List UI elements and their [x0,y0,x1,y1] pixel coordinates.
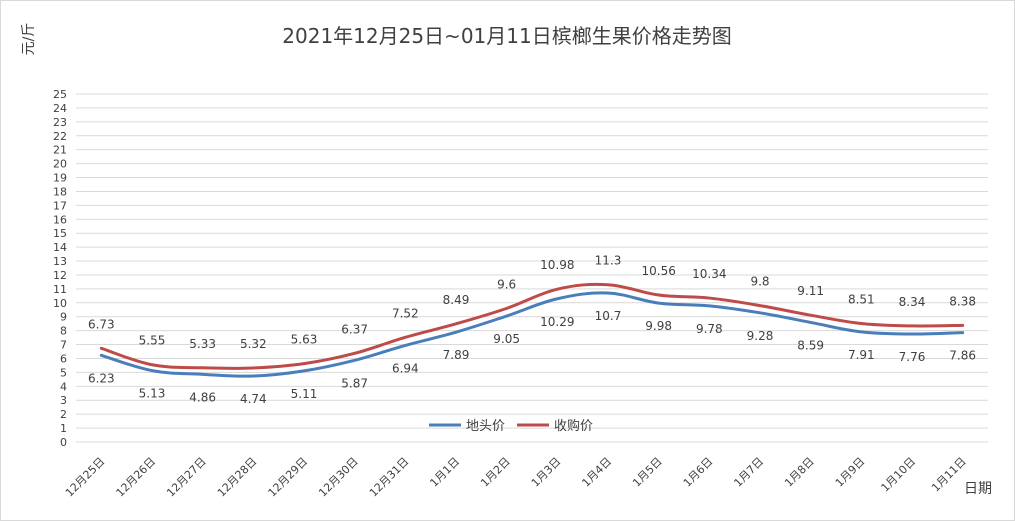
y-tick-label: 21 [53,144,67,157]
data-label: 9.11 [797,284,824,298]
y-tick-label: 22 [53,130,67,143]
x-tick-label: 12月31日 [367,455,412,500]
data-label: 7.76 [899,350,926,364]
y-axis-unit-label: 元/斤 [21,23,37,56]
x-tick-label: 1月8日 [782,455,817,490]
data-label: 5.87 [341,376,368,390]
y-tick-label: 12 [53,269,67,282]
x-tick-label: 12月28日 [215,455,260,500]
data-label: 9.8 [750,275,769,289]
data-labels: 6.23 5.13 4.86 4.74 5.11 5.87 6.94 7.89 9.05 10.2… [88,254,976,406]
y-tick-label: 18 [53,185,67,198]
y-tick-label: 23 [53,116,67,129]
y-tick-label: 6 [60,352,67,365]
y-tick-label: 20 [53,158,67,171]
data-label: 4.74 [240,392,267,406]
x-tick-label: 1月3日 [529,455,564,490]
data-label: 10.56 [641,264,675,278]
y-tick-label: 2 [60,408,67,421]
x-tick-label: 12月30日 [316,455,361,500]
series-line-1 [99,282,965,370]
data-label: 9.98 [645,319,672,333]
data-label: 9.6 [497,277,516,291]
data-label: 11.3 [595,254,622,268]
legend-label: 地头价 [466,419,505,434]
data-label: 10.29 [540,315,574,329]
x-tick-label: 12月25日 [63,455,108,500]
y-tick-label: 1 [60,422,67,435]
y-tick-label: 9 [60,311,67,324]
legend-label: 收购价 [554,418,593,434]
series-lines [99,282,965,378]
data-label: 8.51 [848,293,875,307]
data-label: 10.34 [692,267,726,281]
x-tick-label: 1月11日 [929,455,969,495]
data-label: 5.63 [291,333,318,347]
y-tick-label: 17 [53,199,67,212]
data-label: 5.32 [240,337,267,351]
y-tick-label: 3 [60,394,67,407]
y-tick-label: 7 [60,339,67,352]
gridlines [76,93,988,443]
y-tick-label: 16 [53,213,67,226]
y-tick-label: 10 [53,297,67,310]
x-tick-label: 1月10日 [879,455,919,495]
data-label: 5.11 [291,387,318,401]
y-tick-label: 5 [60,366,67,379]
data-label: 7.52 [392,306,419,320]
legend: 地头价 收购价 [429,418,593,434]
data-label: 8.49 [443,293,470,307]
data-label: 5.13 [139,387,166,401]
data-label: 8.59 [797,338,824,352]
x-tick-label: 1月6日 [681,455,716,490]
data-label: 7.91 [848,348,875,362]
y-tick-label: 14 [53,241,67,254]
data-label: 9.78 [696,322,723,336]
x-tick-label: 1月7日 [731,455,766,490]
data-label: 7.89 [443,348,470,362]
data-label: 10.7 [595,309,622,323]
y-axis-ticks: 0123456789101112131415161718192021222324… [53,88,67,449]
data-label: 6.73 [88,317,115,331]
data-label: 4.86 [189,390,216,404]
data-label: 10.98 [540,258,574,272]
data-label: 9.28 [747,329,774,343]
x-tick-label: 12月26日 [114,455,159,500]
y-tick-label: 25 [53,88,67,101]
data-label: 5.55 [139,334,166,348]
y-tick-label: 13 [53,255,67,268]
data-label: 5.33 [189,337,216,351]
y-tick-label: 19 [53,172,67,185]
y-tick-label: 8 [60,325,67,338]
x-tick-label: 1月5日 [630,455,665,490]
y-tick-label: 15 [53,227,67,240]
data-label: 8.34 [899,295,926,309]
x-tick-label: 12月27日 [164,455,209,500]
data-label: 7.86 [949,349,976,363]
x-axis-label: 日期 [964,481,992,497]
x-tick-label: 12月29日 [266,455,311,500]
y-tick-label: 24 [53,102,67,115]
y-tick-label: 0 [60,436,67,449]
data-label: 9.05 [493,332,520,346]
data-label: 8.38 [949,294,976,308]
x-tick-label: 1月1日 [427,455,462,490]
x-axis-ticks: 12月25日 12月26日 12月27日 12月28日 12月29日 12月30日 12月3… [63,455,969,500]
data-label: 6.37 [341,322,368,336]
x-tick-label: 1月4日 [579,455,614,490]
series-line-0 [99,291,965,378]
y-tick-label: 11 [53,283,67,296]
x-tick-label: 1月2日 [478,455,513,490]
data-label: 6.94 [392,361,419,375]
y-tick-label: 4 [60,380,67,393]
x-tick-label: 1月9日 [833,455,868,490]
chart-title: 2021年12月25日~01月11日槟榔生果价格走势图 [282,24,731,48]
data-label: 6.23 [88,371,115,385]
